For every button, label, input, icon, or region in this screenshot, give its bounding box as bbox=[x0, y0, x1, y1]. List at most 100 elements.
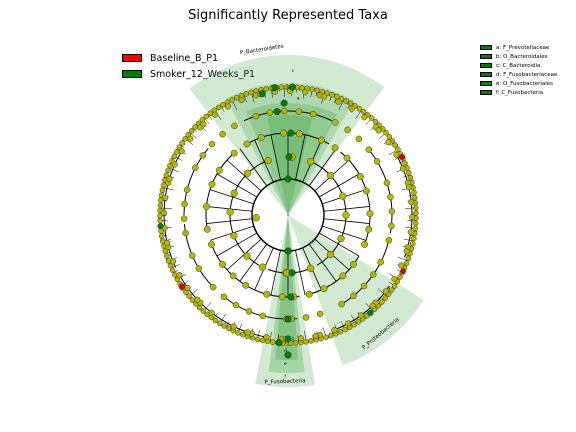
clade-node bbox=[316, 310, 324, 318]
clade-node bbox=[171, 161, 178, 168]
clade-node bbox=[189, 252, 196, 259]
clade-node bbox=[242, 281, 250, 289]
root-node bbox=[287, 214, 289, 216]
clade-node bbox=[385, 236, 393, 244]
clade-node bbox=[350, 260, 357, 268]
leaf-node bbox=[368, 115, 375, 121]
clade-node bbox=[361, 240, 369, 248]
leaf-node bbox=[391, 283, 398, 289]
branch-spoke bbox=[323, 206, 370, 212]
clade-node bbox=[229, 272, 237, 280]
branch-spoke bbox=[226, 159, 262, 192]
leaf-branch bbox=[160, 207, 173, 209]
leaf-node bbox=[243, 91, 250, 97]
branch-spoke bbox=[216, 173, 258, 198]
clade-node bbox=[230, 149, 238, 157]
taxa-legend-entry: d: F_Fusobacteriaceae bbox=[480, 70, 557, 79]
leaf-node bbox=[395, 146, 401, 153]
clade-node bbox=[302, 89, 309, 96]
branch-spoke bbox=[239, 243, 268, 282]
leaf-node bbox=[171, 153, 178, 160]
clade-node bbox=[337, 234, 345, 243]
clade-node bbox=[321, 93, 328, 100]
leaf-node bbox=[351, 321, 357, 328]
clade-node bbox=[345, 320, 352, 327]
legend-entry-smoker: Smoker_12_Weeks_P1 bbox=[122, 66, 255, 82]
clade-node bbox=[176, 272, 183, 279]
leaf-node bbox=[293, 340, 299, 346]
clade-node bbox=[243, 140, 251, 148]
leaf-branch bbox=[189, 132, 197, 139]
leaf-node bbox=[220, 101, 226, 108]
leaf-node bbox=[372, 118, 379, 125]
leaf-node bbox=[229, 97, 235, 103]
clade-node bbox=[408, 214, 416, 221]
clade-node bbox=[387, 193, 394, 201]
leaf-node bbox=[329, 92, 335, 98]
enriched-node-smoker bbox=[288, 269, 296, 277]
clade-node bbox=[192, 164, 199, 172]
taxa-legend-label: a: F_Prevotellaceae bbox=[496, 44, 550, 51]
clade-node bbox=[231, 122, 238, 130]
leaf-branch bbox=[365, 302, 373, 312]
clade-node bbox=[375, 127, 382, 134]
leaf-node bbox=[308, 338, 314, 344]
enriched-node-smoker bbox=[287, 293, 295, 301]
taxa-swatch bbox=[480, 45, 492, 50]
clade-node bbox=[220, 293, 228, 301]
cladogram-nodes bbox=[157, 83, 419, 359]
clade-node bbox=[398, 262, 405, 269]
leaf-node bbox=[234, 94, 240, 101]
clade-node bbox=[212, 111, 219, 118]
clade-node bbox=[331, 326, 338, 334]
clade-node bbox=[230, 323, 237, 330]
leaf-branch bbox=[204, 118, 210, 124]
leaf-node bbox=[263, 86, 269, 92]
clade-node bbox=[297, 335, 305, 342]
clade-node bbox=[160, 209, 168, 216]
clade-node bbox=[181, 200, 188, 208]
clade-node bbox=[331, 119, 339, 126]
clade-node bbox=[331, 144, 339, 152]
clade-node bbox=[230, 189, 238, 197]
clade-sector-fusobacteriales bbox=[268, 215, 305, 374]
leaf-node bbox=[412, 220, 419, 227]
leaf-branch bbox=[355, 110, 362, 119]
clade-node bbox=[361, 114, 368, 121]
clade-node bbox=[162, 194, 169, 201]
leaf-node bbox=[405, 255, 412, 262]
leaf-node bbox=[388, 287, 395, 293]
taxa-legend-entry: f: C_Fusobacteria bbox=[480, 88, 557, 97]
clade-node bbox=[344, 126, 351, 134]
enriched-node-smoker bbox=[273, 108, 281, 116]
clade-node bbox=[244, 329, 251, 336]
branch-arc bbox=[339, 241, 389, 306]
leaf-node bbox=[406, 169, 412, 176]
clade-node bbox=[339, 272, 347, 280]
clade-node bbox=[377, 258, 384, 266]
enriched-node-smoker bbox=[285, 153, 293, 161]
taxa-swatch bbox=[480, 63, 492, 68]
clade-node bbox=[195, 265, 203, 272]
leaf-node bbox=[410, 240, 416, 247]
clade-node bbox=[278, 293, 286, 301]
clade-node bbox=[403, 248, 410, 255]
branch-spoke bbox=[216, 232, 258, 257]
clade-node bbox=[360, 282, 368, 290]
clade-node bbox=[259, 312, 267, 320]
taxa-legend-entry: e: O_Fusobacteriales bbox=[480, 79, 557, 88]
clade-node bbox=[339, 192, 347, 200]
branch-spoke bbox=[295, 134, 306, 180]
clade-node bbox=[302, 314, 310, 321]
clade-node bbox=[166, 175, 173, 182]
clade-node bbox=[393, 151, 400, 158]
clade-node bbox=[200, 121, 207, 128]
leaf-node bbox=[235, 330, 241, 336]
clade-node bbox=[407, 229, 414, 236]
clade-node bbox=[183, 186, 191, 194]
branch-arc bbox=[273, 295, 300, 298]
clade-node bbox=[164, 239, 171, 246]
leaf-node bbox=[328, 332, 334, 339]
leaf-node bbox=[299, 85, 305, 91]
